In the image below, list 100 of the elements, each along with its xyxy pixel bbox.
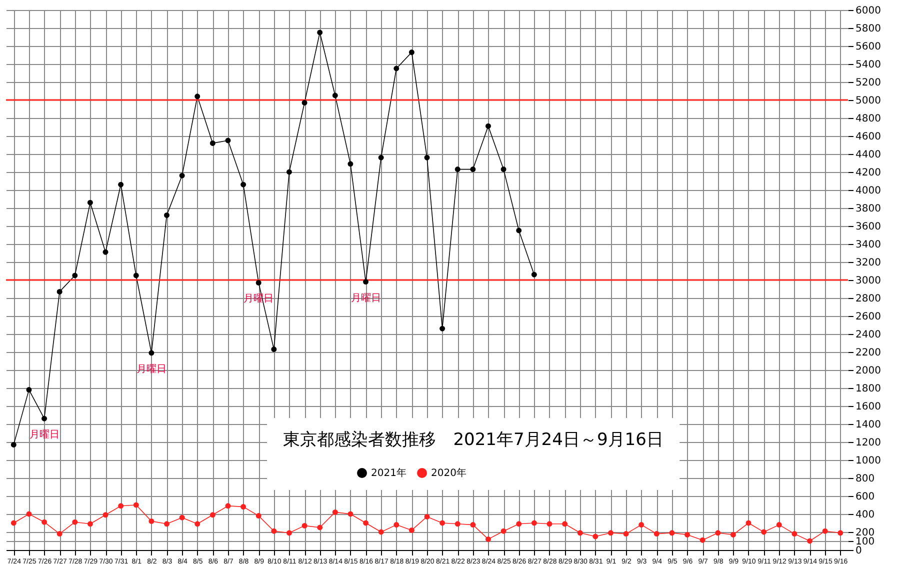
point — [363, 520, 369, 526]
point — [394, 66, 400, 72]
y-tick-label: 2600 — [856, 312, 881, 322]
y-tick-label: 6000 — [856, 6, 881, 16]
point — [72, 272, 78, 278]
point — [348, 161, 354, 167]
point — [148, 518, 154, 524]
point — [500, 166, 506, 172]
point — [42, 519, 48, 525]
point — [133, 272, 139, 278]
point — [485, 123, 491, 129]
point — [118, 503, 124, 509]
point — [56, 288, 62, 294]
y-tick-label: 4200 — [856, 168, 881, 178]
point — [440, 326, 446, 332]
point — [210, 512, 216, 518]
point — [271, 346, 277, 352]
point — [531, 272, 537, 278]
point — [454, 166, 460, 172]
point — [240, 504, 246, 510]
point — [577, 530, 583, 536]
point — [746, 520, 752, 526]
point — [148, 350, 154, 356]
point — [72, 519, 78, 525]
point — [210, 140, 216, 146]
point — [271, 528, 277, 534]
point — [470, 522, 476, 528]
point — [133, 502, 139, 508]
point — [87, 521, 93, 527]
point — [256, 513, 262, 519]
point — [715, 530, 721, 536]
point — [56, 531, 62, 537]
point — [531, 520, 537, 526]
annotation: 月曜日 — [29, 428, 60, 441]
point — [302, 522, 308, 528]
annotation: 月曜日 — [350, 292, 381, 304]
y-tick-label: 3200 — [856, 258, 881, 268]
point — [194, 94, 200, 100]
point — [317, 30, 323, 36]
point — [164, 212, 170, 218]
y-tick-label: 600 — [856, 492, 875, 502]
point — [378, 154, 384, 160]
point — [286, 169, 292, 175]
point — [669, 530, 675, 536]
point — [194, 521, 200, 527]
y-tick-label: 4600 — [856, 132, 881, 142]
point — [562, 521, 568, 527]
point — [454, 521, 460, 527]
point — [256, 280, 262, 286]
point — [654, 531, 660, 537]
y-tick-label: 2000 — [856, 366, 881, 376]
y-tick-label: 5400 — [856, 60, 881, 70]
legend-label: 2020年 — [431, 467, 466, 479]
y-tick-label: 3600 — [856, 222, 881, 232]
y-tick-label: 3000 — [856, 276, 881, 286]
point — [42, 416, 48, 422]
point — [10, 442, 16, 448]
text: 東京都感染者数推移 2021年7月24日～9月16日 — [283, 430, 664, 450]
point — [378, 529, 384, 535]
y-tick-label: 0 — [856, 546, 862, 556]
legend-label: 2021年 — [371, 467, 406, 479]
point — [623, 531, 629, 537]
y-tick-label: 3400 — [856, 240, 881, 250]
point — [363, 279, 369, 285]
point — [179, 172, 185, 178]
point — [225, 503, 231, 509]
y-tick-label: 400 — [856, 510, 875, 520]
point — [26, 511, 32, 517]
y-tick-label: 1200 — [856, 438, 881, 448]
point — [761, 529, 767, 535]
y-tick-label: 100 — [856, 536, 875, 548]
point — [684, 532, 690, 538]
point — [792, 531, 798, 537]
point — [500, 528, 506, 534]
y-tick-label: 2400 — [856, 330, 881, 340]
point — [592, 534, 598, 540]
point — [10, 520, 16, 526]
y-tick-label: 3800 — [856, 204, 881, 214]
point — [286, 530, 292, 536]
point — [638, 522, 644, 528]
point — [608, 530, 614, 536]
point — [302, 100, 308, 106]
point — [424, 154, 430, 160]
annotation: 月曜日 — [136, 362, 166, 375]
y-tick-label: 200 — [856, 528, 875, 538]
point — [838, 530, 844, 536]
y-tick-label: 2800 — [856, 294, 881, 304]
y-tick-label: 1400 — [856, 420, 881, 430]
point — [470, 166, 476, 172]
point — [179, 514, 185, 520]
y-tick-label: 4800 — [856, 114, 881, 124]
y-tick-label: 4000 — [856, 186, 881, 196]
point — [440, 520, 446, 526]
point — [348, 511, 354, 517]
y-tick-label: 5600 — [856, 42, 881, 52]
point — [225, 138, 231, 144]
point — [730, 532, 736, 538]
y-tick-label: 1600 — [856, 402, 881, 412]
point — [240, 182, 246, 188]
y-tick-label: 5000 — [856, 96, 881, 106]
